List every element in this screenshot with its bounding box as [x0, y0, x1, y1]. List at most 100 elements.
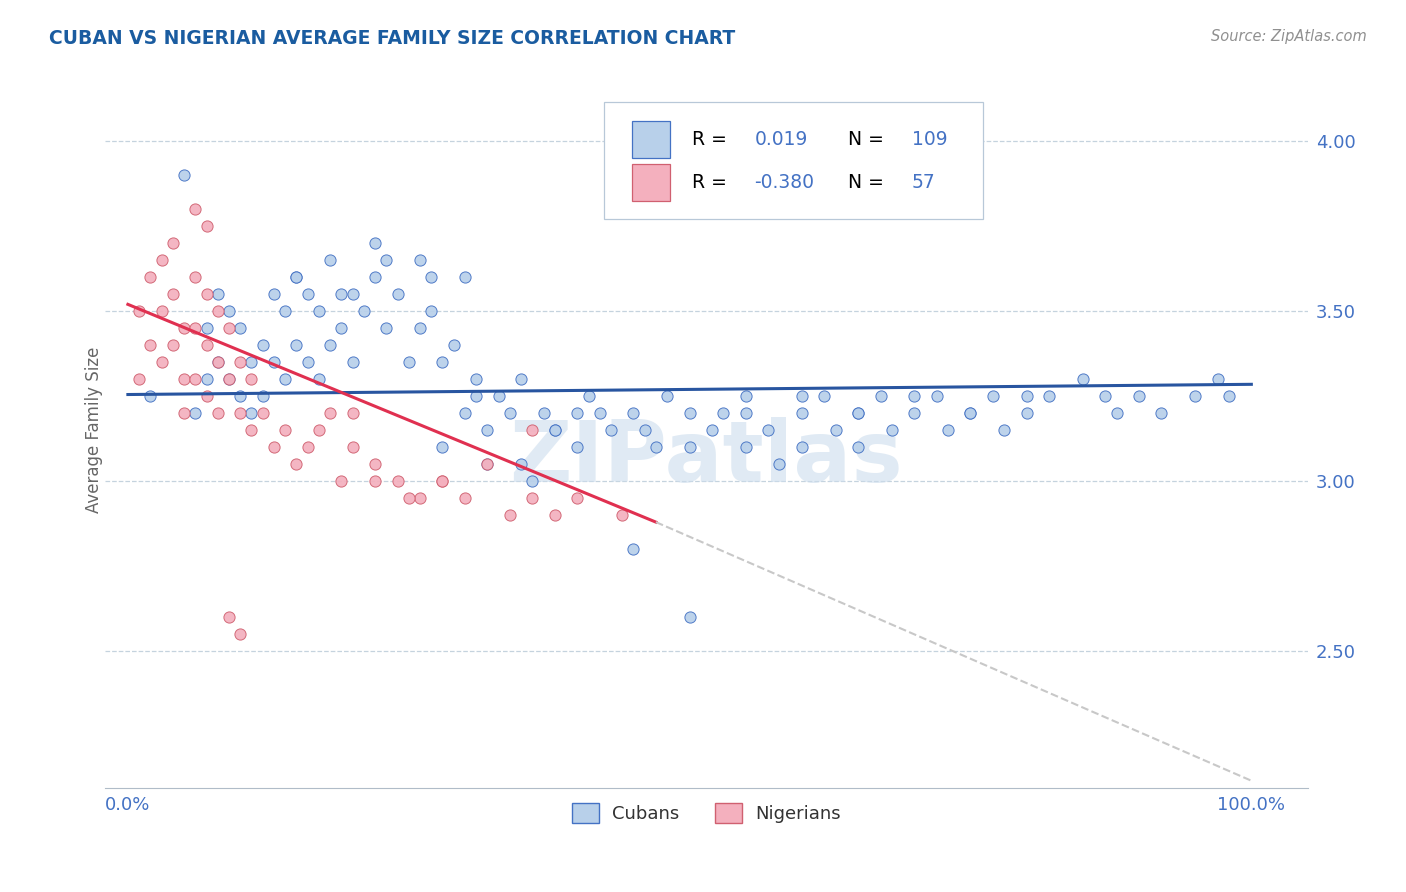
Point	[184, 270, 207, 285]
Bar	[631, 120, 671, 158]
Point	[612, 508, 634, 523]
Point	[274, 372, 297, 386]
Point	[218, 372, 240, 386]
Point	[1128, 389, 1150, 403]
Point	[578, 389, 600, 403]
Point	[477, 457, 499, 471]
Point	[432, 355, 454, 369]
Point	[432, 475, 454, 489]
FancyBboxPatch shape	[605, 102, 983, 219]
Point	[274, 304, 297, 318]
Point	[790, 440, 813, 454]
Point	[533, 406, 555, 420]
Point	[263, 440, 285, 454]
Point	[1015, 406, 1038, 420]
Point	[443, 338, 465, 352]
Point	[184, 202, 207, 216]
Point	[364, 236, 387, 251]
Point	[522, 475, 544, 489]
Point	[454, 491, 477, 506]
Point	[364, 457, 387, 471]
Point	[869, 389, 891, 403]
Point	[263, 287, 285, 301]
Point	[925, 389, 948, 403]
Point	[240, 372, 263, 386]
Point	[465, 372, 488, 386]
Point	[375, 253, 398, 268]
Point	[454, 270, 477, 285]
Point	[522, 491, 544, 506]
Point	[218, 372, 240, 386]
Point	[207, 406, 229, 420]
Point	[420, 270, 443, 285]
Point	[655, 389, 678, 403]
Point	[1218, 389, 1240, 403]
Point	[409, 321, 432, 335]
Point	[150, 355, 173, 369]
Point	[432, 475, 454, 489]
Point	[499, 406, 522, 420]
Text: CUBAN VS NIGERIAN AVERAGE FAMILY SIZE CORRELATION CHART: CUBAN VS NIGERIAN AVERAGE FAMILY SIZE CO…	[49, 29, 735, 47]
Point	[768, 457, 790, 471]
Point	[846, 406, 869, 420]
Point	[678, 440, 700, 454]
Point	[477, 423, 499, 437]
Point	[813, 389, 835, 403]
Text: 0.019: 0.019	[755, 130, 808, 149]
Point	[162, 338, 184, 352]
Point	[240, 423, 263, 437]
Point	[173, 168, 195, 182]
Point	[711, 406, 734, 420]
Y-axis label: Average Family Size: Average Family Size	[86, 347, 103, 514]
Point	[162, 287, 184, 301]
Point	[959, 406, 981, 420]
Point	[308, 372, 330, 386]
Point	[150, 304, 173, 318]
Point	[567, 491, 589, 506]
Point	[375, 321, 398, 335]
Point	[229, 627, 252, 641]
Point	[465, 389, 488, 403]
Point	[959, 406, 981, 420]
Point	[409, 253, 432, 268]
Point	[218, 321, 240, 335]
Point	[824, 423, 846, 437]
Point	[195, 321, 218, 335]
Point	[173, 372, 195, 386]
Point	[319, 338, 342, 352]
Point	[342, 355, 364, 369]
Point	[184, 321, 207, 335]
Point	[1184, 389, 1206, 403]
Point	[297, 440, 319, 454]
Point	[342, 440, 364, 454]
Point	[981, 389, 1004, 403]
Point	[173, 321, 195, 335]
Point	[645, 440, 668, 454]
Point	[207, 355, 229, 369]
Point	[330, 287, 353, 301]
Point	[285, 270, 308, 285]
Point	[903, 389, 925, 403]
Point	[993, 423, 1015, 437]
Point	[1206, 372, 1229, 386]
Point	[567, 406, 589, 420]
Point	[218, 610, 240, 624]
Point	[936, 423, 959, 437]
Point	[734, 389, 756, 403]
Point	[522, 423, 544, 437]
Point	[252, 389, 274, 403]
Point	[364, 475, 387, 489]
Point	[139, 389, 162, 403]
Point	[1015, 389, 1038, 403]
Point	[184, 406, 207, 420]
Point	[432, 440, 454, 454]
Point	[678, 610, 700, 624]
Point	[846, 440, 869, 454]
Point	[297, 355, 319, 369]
Point	[229, 321, 252, 335]
Point	[285, 457, 308, 471]
Point	[398, 355, 420, 369]
Point	[420, 304, 443, 318]
Point	[252, 406, 274, 420]
Text: 109: 109	[912, 130, 948, 149]
